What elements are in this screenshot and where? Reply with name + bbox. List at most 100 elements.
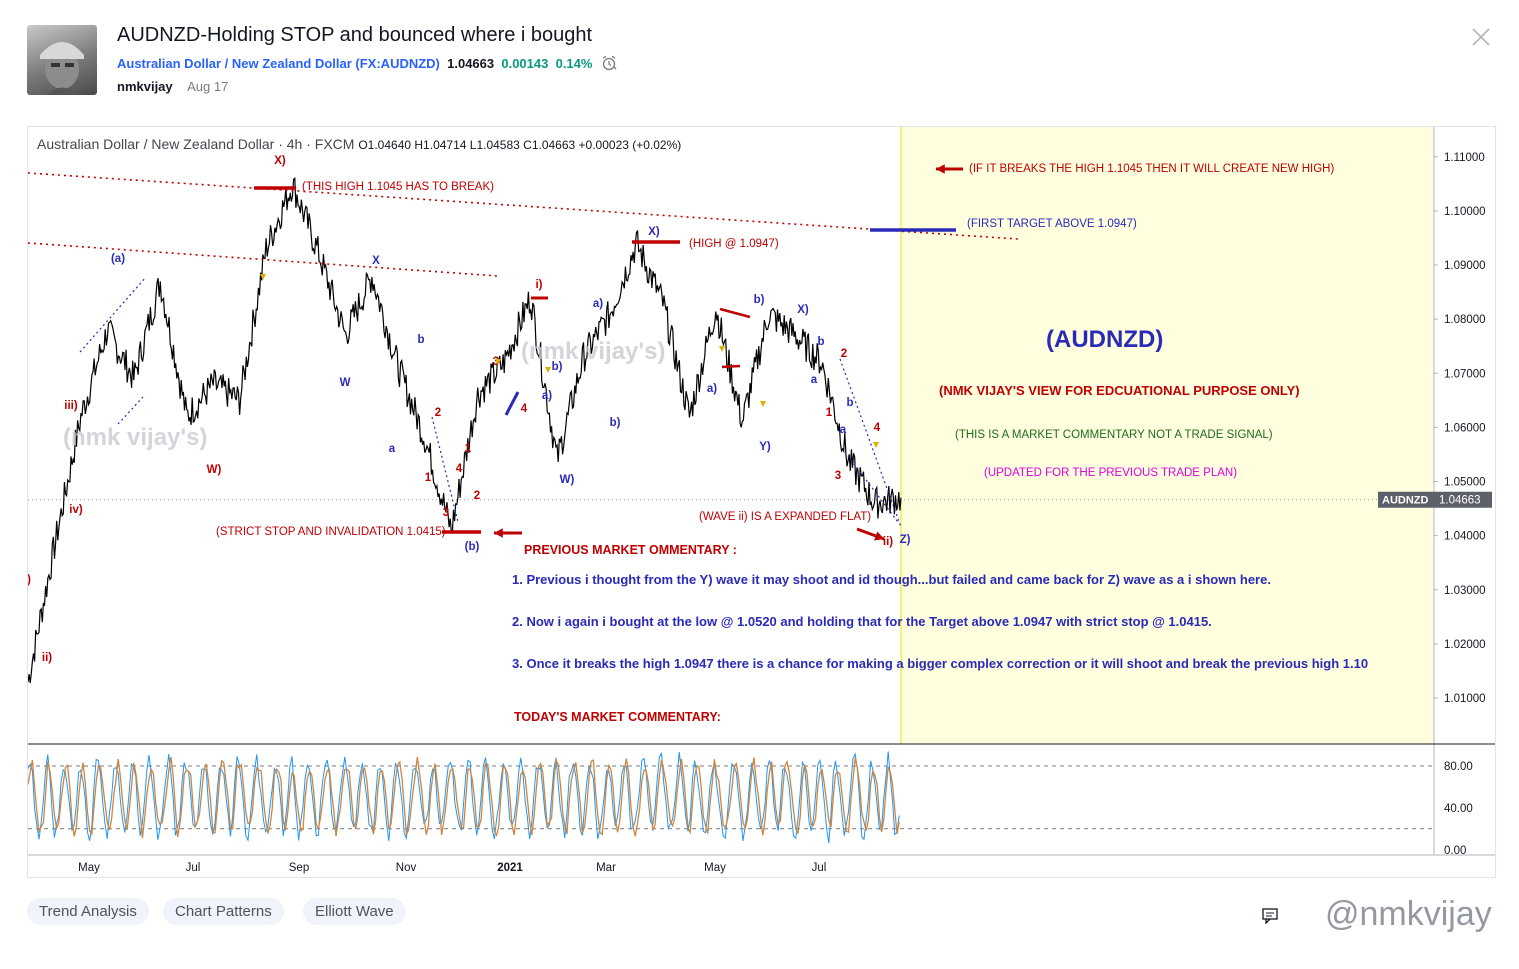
signal-marker <box>545 367 551 373</box>
oscillator-axis-label: 80.00 <box>1444 761 1473 773</box>
wave-label: b <box>846 397 853 409</box>
wave-label: ii) <box>42 652 52 664</box>
author-row: nmkvijay Aug 17 <box>117 79 228 94</box>
wave-label: 2 <box>474 490 480 502</box>
wave-label: X) <box>797 304 809 316</box>
chart-watermark: (nmk vijay's) <box>63 424 207 451</box>
avatar-photo-icon <box>40 42 84 95</box>
level-mark <box>721 364 741 369</box>
wave-label: 2 <box>841 348 847 360</box>
wave-label: X <box>372 255 380 267</box>
wave-label: 3 <box>443 507 449 519</box>
wave-label: W <box>340 377 351 389</box>
tag-trend-analysis[interactable]: Trend Analysis <box>27 898 149 925</box>
time-axis-label: May <box>704 862 726 874</box>
symbol-row: Australian Dollar / New Zealand Dollar (… <box>117 55 618 74</box>
wave-label: 1 <box>425 472 432 484</box>
last-price-label: 1.04663 <box>1439 495 1481 507</box>
wave-label: b) <box>552 361 563 373</box>
wave-label: W) <box>207 464 222 476</box>
projection-area <box>901 127 1434 744</box>
oscillator-axis-label: 40.00 <box>1444 803 1473 815</box>
chart-note: PREVIOUS MARKET OMMENTARY : <box>524 543 737 557</box>
chart-note: 3. Once it breaks the high 1.0947 there … <box>512 656 1368 671</box>
price-axis-label: 1.04000 <box>1444 531 1486 543</box>
channel-line <box>431 416 459 523</box>
price-axis-label: 1.01000 <box>1444 693 1486 705</box>
signal-marker <box>873 442 879 448</box>
wave-label: iii) <box>64 400 78 412</box>
wave-label: 3 <box>835 470 841 482</box>
chart-legend-name: Australian Dollar / New Zealand Dollar ·… <box>37 136 355 152</box>
chart-note: (NMK VIJAY'S VIEW FOR EDCUATIONAL PURPOS… <box>939 383 1300 398</box>
wave-label: ) <box>28 574 31 586</box>
price-axis-label: 1.05000 <box>1444 477 1486 489</box>
wave-label: iv) <box>69 504 83 516</box>
last-price-box <box>1434 491 1492 508</box>
chart-note: TODAY'S MARKET COMMENTARY: <box>514 710 721 724</box>
wave-label: 4 <box>521 403 528 415</box>
wave-label: i) <box>535 279 542 291</box>
chart-watermark: (nmk vijay's) <box>521 338 665 365</box>
wave-label: ii) <box>883 536 893 548</box>
chart-note: (UPDATED FOR THE PREVIOUS TRADE PLAN) <box>984 467 1237 479</box>
level-mark <box>719 307 751 319</box>
tag-chart-patterns[interactable]: Chart Patterns <box>163 898 284 925</box>
wave-label: a <box>811 374 818 386</box>
chart-note: 1. Previous i thought from the Y) wave i… <box>512 572 1271 587</box>
price-series-line <box>28 177 902 684</box>
wave-label: 2 <box>435 407 441 419</box>
time-axis-label: 2021 <box>497 862 523 874</box>
time-axis-label: Jul <box>812 862 827 874</box>
price-axis-label: 1.07000 <box>1444 368 1486 380</box>
wave-label: 3 <box>493 356 499 368</box>
chart-note: (THIS HIGH 1.1045 HAS TO BREAK) <box>302 181 494 193</box>
wave-label: X) <box>648 226 660 238</box>
channel-line <box>117 396 144 425</box>
chart-note: (FIRST TARGET ABOVE 1.0947) <box>967 218 1137 230</box>
arrow-annotation <box>494 528 503 538</box>
comment-icon[interactable] <box>1262 908 1280 925</box>
author-name[interactable]: nmkvijay <box>117 79 173 94</box>
symbol-price: 1.04663 <box>447 55 495 71</box>
wave-label: 1 <box>465 443 472 455</box>
time-axis-label: Sep <box>289 862 309 874</box>
wave-label: Z) <box>900 534 911 546</box>
wave-label: a) <box>593 298 603 310</box>
time-axis-label: Nov <box>396 862 417 874</box>
author-avatar[interactable] <box>27 25 97 95</box>
signal-marker <box>495 359 501 365</box>
wave-label: (a) <box>111 253 125 265</box>
last-price-symbol: AUDNZD <box>1382 495 1428 507</box>
idea-title: AUDNZD-Holding STOP and bounced where i … <box>117 24 593 46</box>
chart-note: (THIS IS A MARKET COMMENTARY NOT A TRADE… <box>955 429 1273 441</box>
wave-label: a) <box>542 390 552 402</box>
wave-label: a <box>840 424 847 436</box>
symbol-code-link[interactable]: (FX:AUDNZD) <box>355 55 440 71</box>
arrow-annotation <box>874 531 884 541</box>
alarm-clock-icon[interactable] <box>600 55 618 74</box>
price-axis-label: 1.06000 <box>1444 422 1486 434</box>
chart-legend-ohlc: O1.04640 H1.04714 L1.04583 C1.04663 +0.0… <box>358 138 682 152</box>
price-axis-label: 1.08000 <box>1444 314 1486 326</box>
tag-elliott-wave[interactable]: Elliott Wave <box>303 898 406 925</box>
chart-note: 2. Now i again i bought at the low @ 1.0… <box>512 614 1212 629</box>
close-icon[interactable] <box>1470 26 1492 48</box>
wave-label: (b) <box>465 541 480 553</box>
inner-trendline <box>28 242 499 277</box>
signal-marker <box>260 274 266 280</box>
wave-label: a) <box>707 383 717 395</box>
time-axis-label: May <box>78 862 100 874</box>
arrow-annotation <box>936 164 945 174</box>
symbol-name-link[interactable]: Australian Dollar / New Zealand Dollar <box>117 55 352 71</box>
channel-line <box>79 276 147 353</box>
symbol-change-pct: 0.14% <box>555 55 593 71</box>
time-axis-label: Jul <box>186 862 201 874</box>
oscillator-axis-label: 0.00 <box>1444 845 1466 857</box>
chart-note: (AUDNZD) <box>1046 326 1163 353</box>
wave-label: 4 <box>874 422 881 434</box>
wave-label: 1 <box>826 407 833 419</box>
chart-canvas[interactable]: 1.11000 1.10000 1.09000 1.08000 1.07000 1.060… <box>28 127 1495 877</box>
wave-label: 4 <box>456 463 463 475</box>
chart-note: (IF IT BREAKS THE HIGH 1.1045 THEN IT WI… <box>969 163 1334 175</box>
